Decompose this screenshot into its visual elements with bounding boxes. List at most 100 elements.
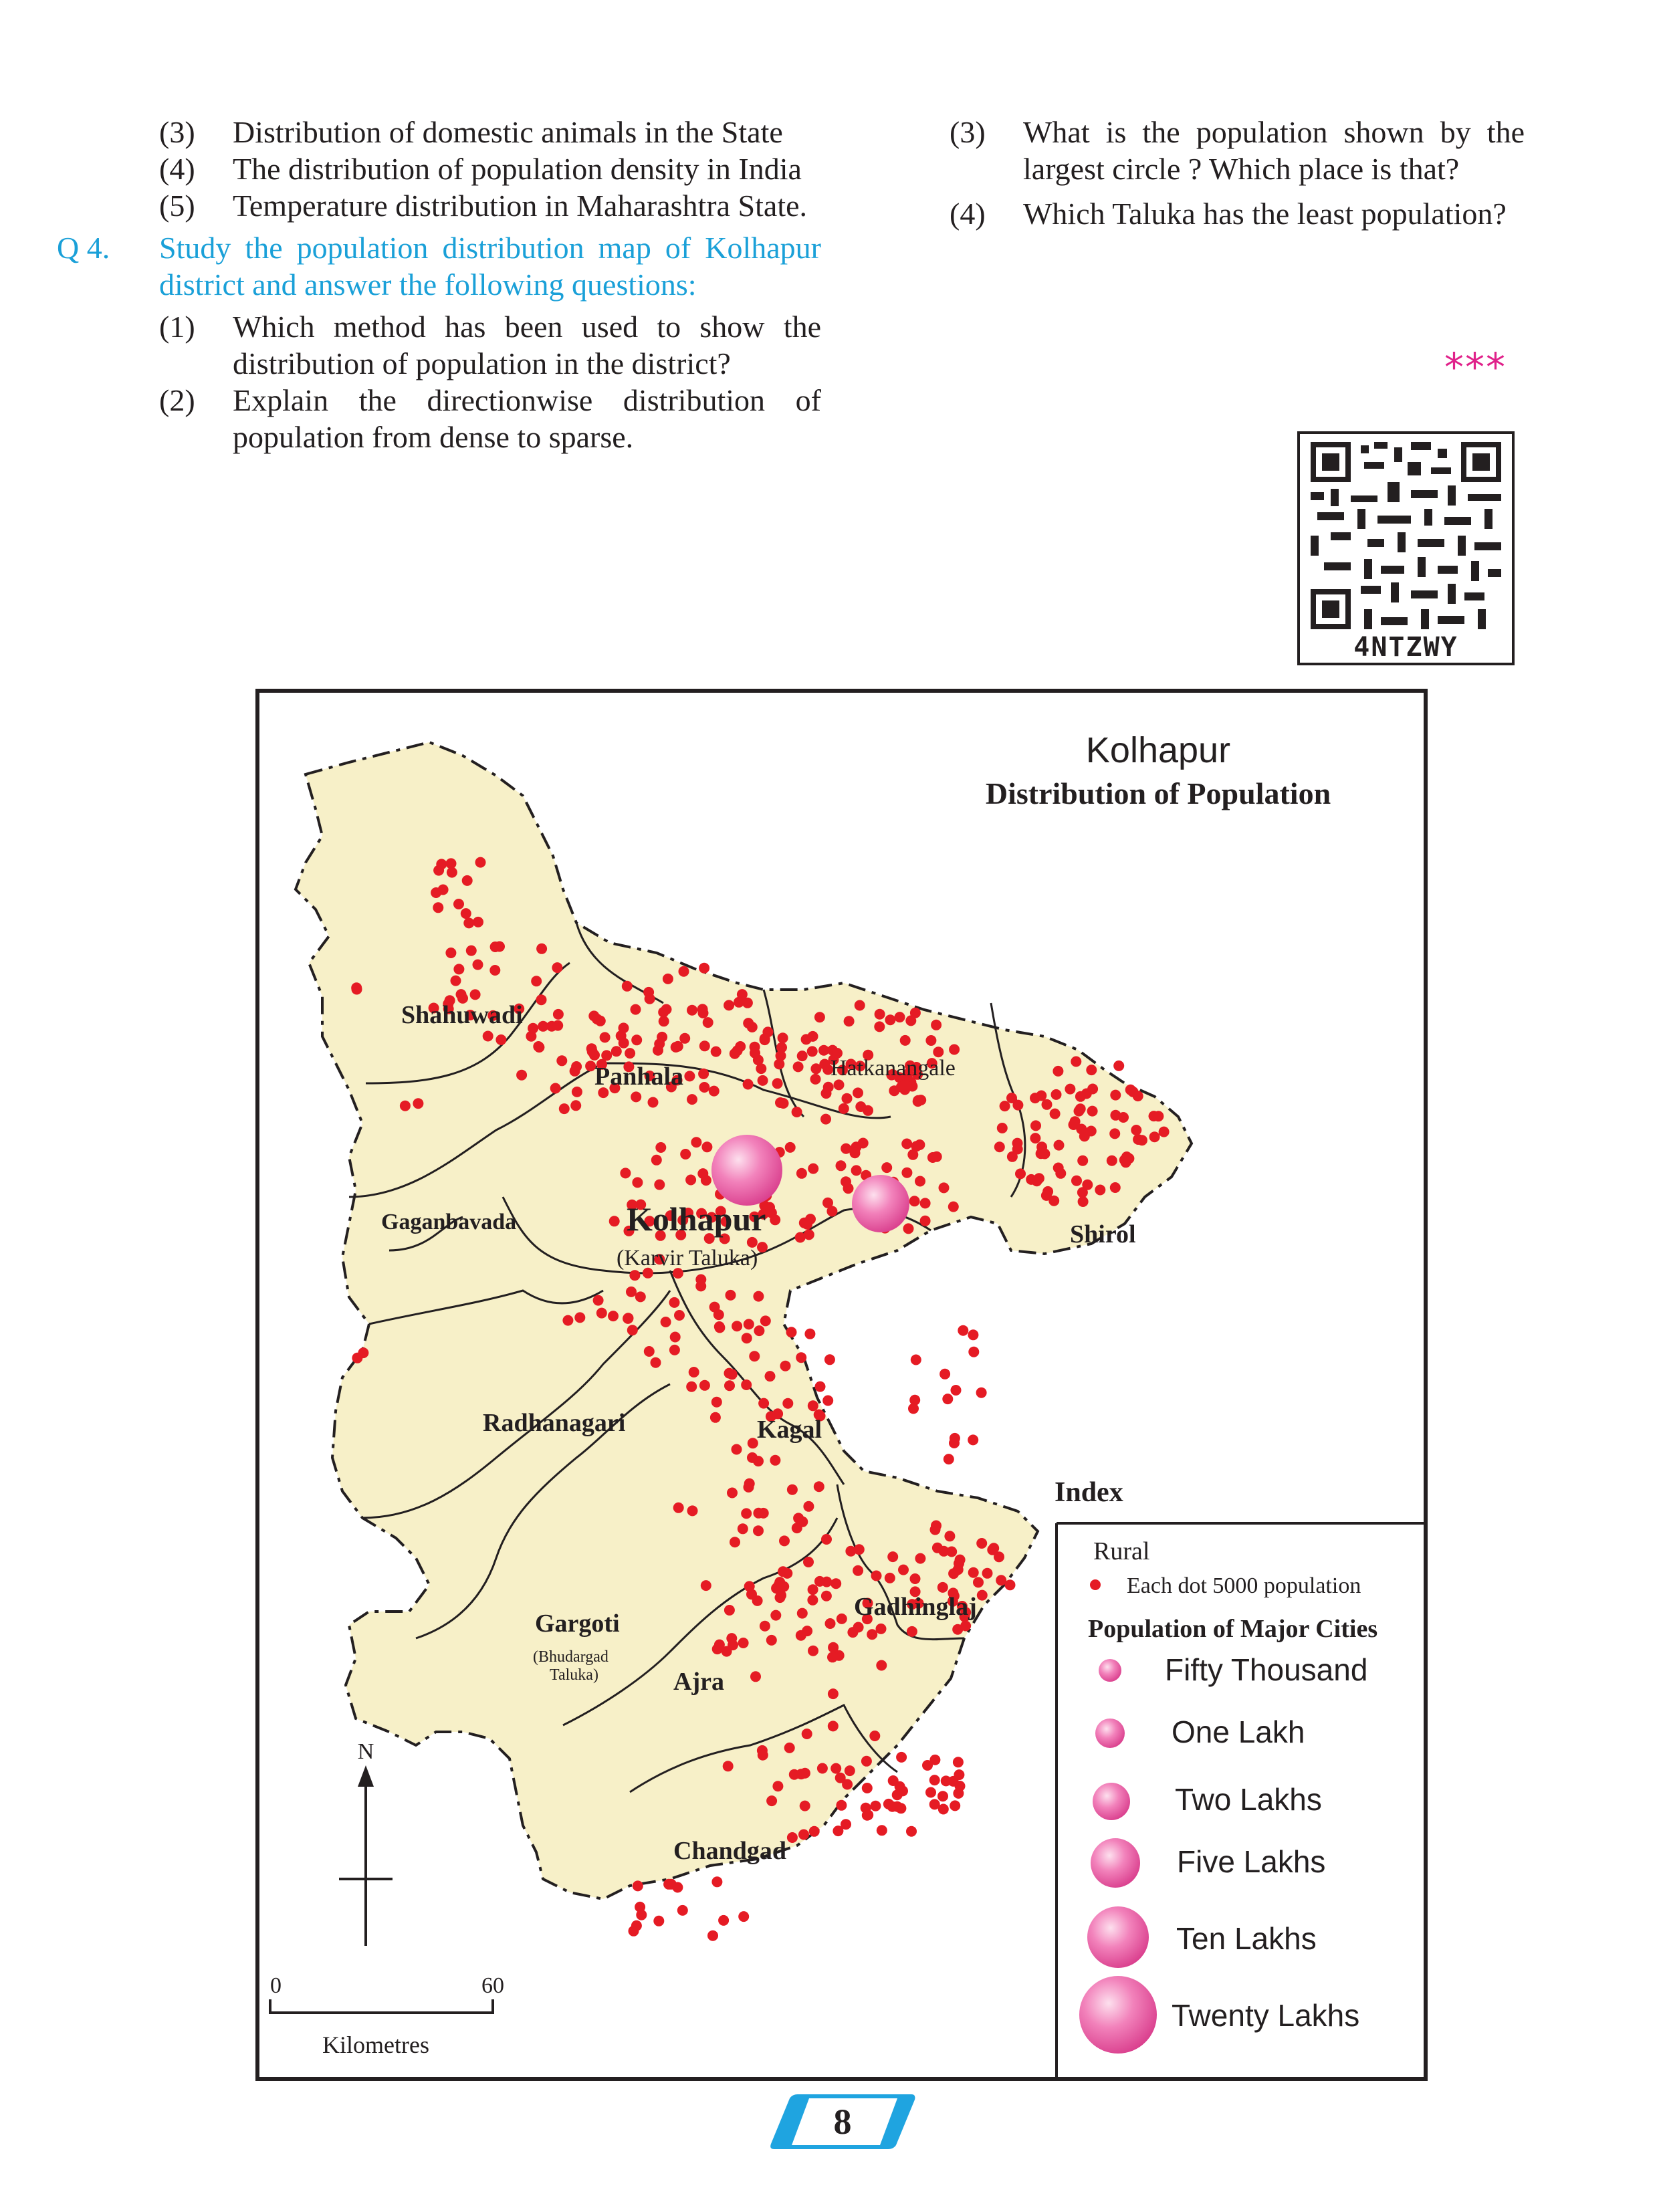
scale-unit: Kilometres: [322, 2031, 429, 2058]
rural-dot: [673, 1502, 684, 1513]
rural-dot: [845, 1059, 857, 1070]
rural-dot: [876, 1825, 887, 1836]
legend-circle-ten-lakhs: [1087, 1906, 1149, 1968]
rural-dot: [536, 994, 547, 1006]
rural-dot: [777, 1032, 788, 1044]
rural-dot: [881, 1162, 893, 1174]
rural-dot: [743, 1018, 754, 1029]
page-number: 8: [833, 2102, 852, 2142]
rural-dot: [1049, 1108, 1061, 1119]
rural-dot: [1077, 1187, 1088, 1198]
rural-dot: [531, 976, 542, 987]
rural-dot: [1149, 1131, 1160, 1143]
rural-dot: [713, 1321, 725, 1332]
rural-dot: [599, 1032, 611, 1043]
rural-dot: [552, 1008, 564, 1020]
rural-dot: [674, 1310, 685, 1321]
rural-dot: [946, 1546, 958, 1557]
legend-label-one-lakh: One Lakh: [1172, 1715, 1305, 1749]
legend-label-fifty-thousand: Fifty Thousand: [1165, 1652, 1367, 1687]
rural-dot: [796, 1352, 807, 1363]
rural-dot: [757, 1242, 768, 1253]
rural-dot: [786, 1484, 798, 1495]
rural-dot: [1109, 1182, 1121, 1193]
rural-dot: [968, 1434, 979, 1446]
rural-dot: [954, 1554, 966, 1565]
rural-dot: [445, 948, 457, 958]
taluka-label-kolhapur: Kolhapur: [627, 1200, 766, 1238]
rural-dot: [1050, 1089, 1062, 1100]
rural-dot: [636, 1909, 647, 1920]
rural-dot: [853, 1565, 864, 1576]
rural-dot: [903, 1068, 913, 1079]
rural-dot: [627, 1199, 638, 1210]
rural-dot: [556, 1055, 568, 1067]
rural-dot: [743, 1482, 754, 1492]
rural-dot: [832, 1048, 843, 1059]
rural-dot: [737, 1523, 748, 1535]
rural-dot: [726, 1369, 738, 1380]
rural-dot: [987, 1544, 998, 1555]
rural-dot: [894, 1012, 905, 1023]
rural-dot: [906, 1826, 917, 1837]
rural-dot: [796, 1769, 807, 1780]
rural-dot: [841, 1093, 853, 1104]
rural-dot: [726, 1633, 738, 1644]
rural-dot: [742, 997, 753, 1008]
rural-dot: [810, 1063, 822, 1075]
rural-dot: [696, 1208, 707, 1219]
taluka-label-panhala: Panhala: [594, 1063, 683, 1091]
rural-dot: [654, 1179, 665, 1190]
rural-dot: [996, 1575, 1007, 1586]
right-column: (3) What is the population shown by the …: [950, 114, 1525, 240]
rural-dot: [948, 1201, 959, 1212]
rural-dot: [688, 1367, 699, 1377]
rural-dot: [802, 1218, 812, 1230]
rural-dot: [836, 1613, 847, 1624]
rural-dot: [753, 1507, 764, 1519]
rural-dot: [1076, 1123, 1087, 1135]
list-item: (2) Explain the directionwise distributi…: [159, 382, 821, 455]
legend-dot-icon: [1090, 1579, 1101, 1590]
rural-dot: [699, 1379, 710, 1391]
rural-dot: [661, 1004, 672, 1015]
rural-dot: [770, 1454, 781, 1466]
rural-dot: [907, 1081, 918, 1092]
rural-dot: [915, 1176, 925, 1187]
rural-dot: [644, 1216, 655, 1227]
rural-dot: [687, 1505, 698, 1517]
rural-dot: [860, 1802, 871, 1813]
rural-dot: [621, 980, 633, 992]
qr-code-box[interactable]: 4NTZWY: [1297, 431, 1515, 665]
rural-dot: [913, 1095, 924, 1106]
rural-dot: [1082, 1179, 1093, 1190]
rural-dot: [938, 1182, 950, 1194]
item-text: Which method has been used to show the d…: [233, 310, 821, 380]
rural-dot: [1053, 1162, 1064, 1174]
rural-dot: [906, 1626, 917, 1637]
city-circle-kolhapur: [711, 1135, 782, 1206]
rural-dot: [632, 1880, 643, 1892]
rural-dot: [735, 1041, 746, 1052]
rural-dot: [727, 1487, 738, 1499]
rural-dot: [750, 1047, 760, 1059]
legend-label-two-lakhs: Two Lakhs: [1175, 1782, 1322, 1817]
rural-dot: [679, 1032, 691, 1044]
rural-dot: [849, 1147, 861, 1159]
rural-dot: [697, 1004, 708, 1015]
rural-dot: [841, 1143, 852, 1154]
rural-dot: [766, 1795, 778, 1807]
rural-dot: [609, 1083, 621, 1094]
rural-dot: [931, 1520, 942, 1531]
legend-label-ten-lakhs: Ten Lakhs: [1176, 1921, 1317, 1956]
rural-dot: [1075, 1091, 1086, 1102]
rural-dot: [784, 1742, 795, 1753]
rural-dot: [944, 1531, 956, 1542]
rural-dot: [753, 1291, 764, 1302]
rural-dot: [982, 1567, 993, 1579]
rural-dot: [919, 1198, 931, 1209]
rural-dot: [782, 1567, 793, 1579]
rural-dot: [719, 1233, 730, 1244]
rural-dot: [1125, 1084, 1136, 1095]
rural-dot: [845, 1545, 857, 1557]
